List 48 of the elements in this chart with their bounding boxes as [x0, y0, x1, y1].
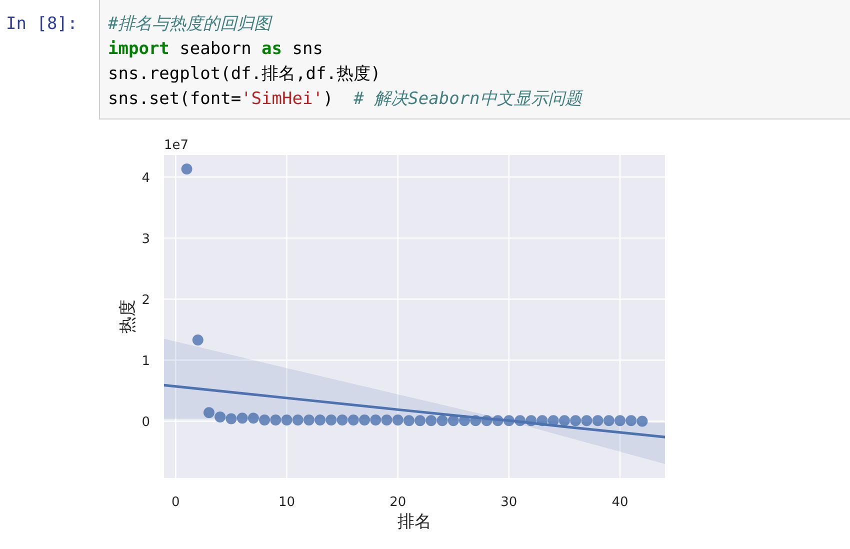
point	[259, 414, 270, 426]
point	[381, 414, 392, 426]
x-tick-label: 0	[172, 495, 180, 510]
x-tick-label: 30	[500, 495, 518, 510]
y-axis-title: 热度	[118, 300, 138, 334]
point	[348, 414, 359, 426]
x-axis-title: 排名	[398, 512, 432, 532]
text: 1e7	[164, 138, 189, 153]
x-tick-label: 10	[278, 495, 296, 510]
point	[303, 414, 314, 426]
point	[603, 415, 614, 426]
point	[570, 415, 582, 426]
x-tick-label: 40	[612, 495, 628, 510]
point	[448, 415, 459, 426]
point	[359, 414, 370, 426]
point	[326, 414, 337, 426]
y-tick-label: 2	[142, 293, 150, 308]
point	[203, 407, 214, 418]
point	[248, 412, 259, 424]
point	[292, 414, 304, 426]
point	[558, 415, 570, 426]
y-tick-label: 0	[142, 415, 150, 430]
y-tick-label: 3	[142, 232, 150, 248]
point	[436, 415, 448, 426]
point	[370, 414, 382, 426]
point	[192, 334, 204, 346]
point	[592, 415, 604, 426]
point	[426, 415, 437, 426]
point	[392, 414, 404, 426]
y-tick-label: 1	[142, 354, 150, 370]
point	[226, 413, 237, 424]
point	[636, 416, 648, 427]
point	[336, 414, 348, 426]
point	[626, 415, 637, 426]
notebook-cell: In [8]: #排名与热度的回归图 import seaborn as sns sns.regplot(df.排名,df.热度) sns.set(font='SimHei') # 解决Seaborn中文显示问题	[6, 0, 850, 120]
point	[236, 412, 248, 424]
point	[214, 411, 226, 422]
point	[181, 164, 192, 175]
point	[414, 415, 426, 426]
point	[314, 414, 326, 426]
point	[581, 415, 592, 426]
point	[614, 415, 626, 426]
point	[270, 414, 282, 426]
point	[281, 414, 292, 426]
y-tick-label: 4	[142, 170, 150, 186]
x-tick-label: 20	[390, 495, 406, 510]
point	[403, 415, 414, 426]
line-series	[164, 384, 665, 438]
